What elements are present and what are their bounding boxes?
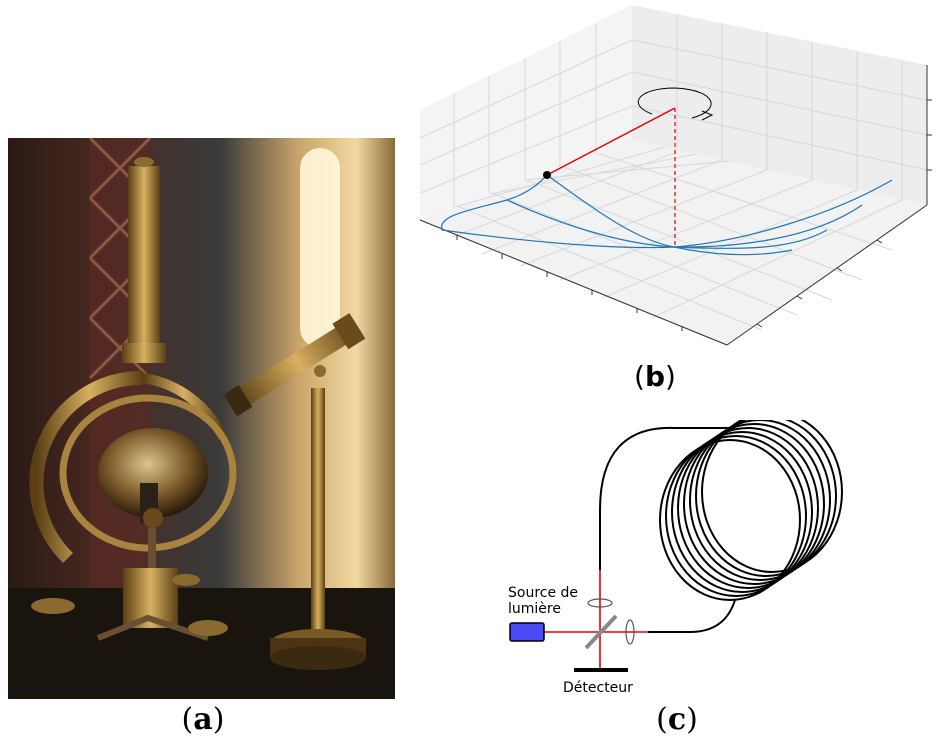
pendulum-string: [546, 107, 676, 176]
fiber-coil: [659, 420, 843, 601]
light-source: [509, 622, 545, 642]
detector-label: Détecteur: [563, 680, 633, 696]
lens-horizontal: [625, 619, 635, 645]
gyroscope-photo: [8, 138, 395, 699]
fiber-loop: [599, 426, 736, 633]
left-wall: [420, 5, 632, 220]
circular-arrow-icon: [637, 87, 714, 121]
laser-beams: [544, 570, 648, 668]
detector: [574, 668, 628, 672]
pendulum-3d-plot: [419, 5, 932, 346]
lens-vertical: [587, 598, 613, 608]
axis-edges: [419, 65, 932, 346]
grid-lines: [419, 14, 928, 346]
caption-a: (a): [181, 702, 225, 737]
floor-pane: [420, 140, 927, 345]
source-label: Source de lumière: [508, 585, 579, 617]
caption-b: (b): [634, 360, 676, 393]
pendulum-bob: [543, 171, 551, 179]
pendulum-trajectory: [441, 174, 893, 256]
caption-c: (c): [656, 702, 698, 737]
fiber-optic-schematic: [509, 420, 843, 672]
beam-splitter: [584, 614, 618, 650]
